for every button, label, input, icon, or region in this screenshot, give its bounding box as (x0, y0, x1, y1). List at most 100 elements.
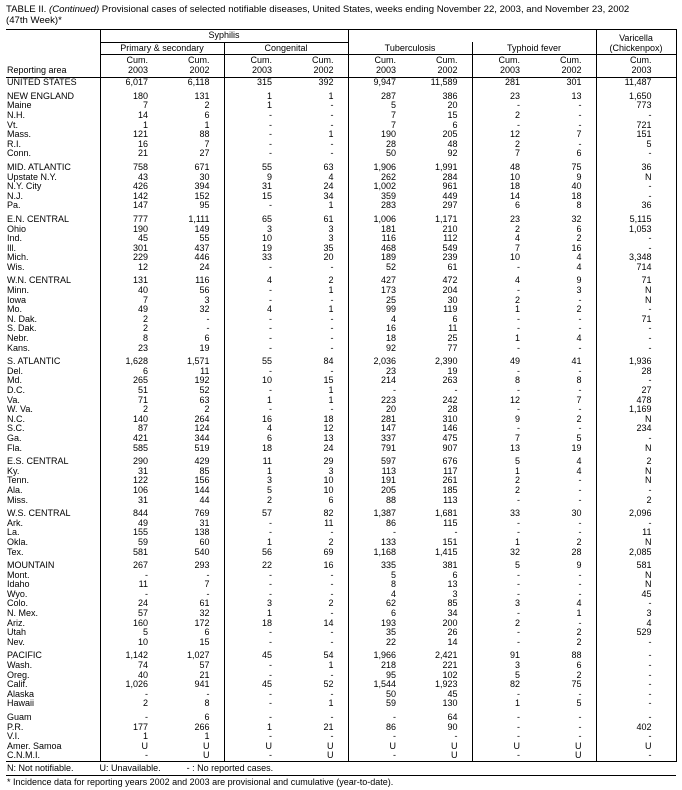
reporting-area-cell: Ill. (7, 243, 16, 253)
value-cell: 31 (199, 518, 210, 528)
value-cell: 315 (223, 77, 286, 88)
value-cell: 18 (347, 334, 411, 344)
value-cell: 144 (194, 485, 210, 495)
value-cell: 5 (347, 570, 411, 581)
value-cell: N (595, 466, 677, 477)
value-cell: 2 (595, 495, 677, 506)
value-cell: 56 (223, 547, 286, 558)
table-row: Mass. 121 88 - 1 190 205 12 7 151 (6, 130, 677, 140)
reporting-area-cell: Va. (7, 395, 20, 405)
reporting-area-cell: Utah (7, 628, 27, 638)
value-cell: U (595, 741, 677, 752)
value-cell: 75 (571, 161, 582, 172)
value-cell: 48 (471, 158, 535, 173)
value-cell: - (578, 570, 582, 580)
value-cell: 769 (194, 508, 210, 519)
value-cell: - (595, 433, 677, 444)
value-cell: 116 (347, 234, 411, 244)
value-cell: 69 (323, 547, 334, 557)
value-cell: 24 (99, 599, 162, 610)
table-row: MID. ATLANTIC 758 671 55 63 1,906 1,991 48 75 36 (6, 158, 677, 173)
value-cell: 1,923 (434, 680, 458, 690)
value-cell: 85 (447, 599, 458, 609)
value-cell: 229 (99, 253, 162, 263)
value-cell: - (578, 386, 582, 395)
value-cell: 2 (471, 139, 535, 150)
value-cell: 146 (442, 424, 458, 434)
value-cell: - (578, 120, 582, 130)
value-cell: 1,387 (347, 505, 411, 519)
value-cell: N (595, 580, 677, 590)
value-cell: 446 (194, 253, 210, 263)
value-cell: 181 (347, 224, 411, 235)
value-cell: 77 (447, 343, 458, 353)
value-cell: - (330, 405, 334, 415)
value-cell: - (595, 637, 677, 648)
column-header: Cum. 2002 (162, 54, 224, 79)
value-cell: - (330, 295, 334, 305)
value-cell: 4 (576, 599, 582, 609)
value-cell: 112 (443, 234, 458, 244)
value-cell: 758 (99, 158, 162, 173)
value-cell: 151 (595, 130, 677, 140)
value-cell: - (471, 324, 535, 335)
value-cell: 18 (471, 182, 535, 192)
table-row: Utah 5 6 - - 35 26 - 2 529 (6, 628, 677, 638)
value-cell: 63 (199, 395, 210, 405)
value-cell: 2 (576, 537, 582, 547)
value-cell: 3 (223, 599, 286, 610)
value-cell: 56 (199, 286, 210, 296)
table-row: N.C. 140 264 16 18 281 310 9 2 N (6, 414, 677, 425)
value-cell: 102 (442, 670, 458, 680)
value-cell: 1 (223, 101, 286, 111)
value-cell: 95 (347, 670, 411, 681)
typhoid-fever-header: Typhoid fever (471, 42, 597, 56)
value-cell: 9 (576, 275, 582, 286)
value-cell: 7 (471, 433, 535, 444)
value-cell: - (578, 485, 582, 495)
value-cell: - (330, 120, 334, 130)
value-cell: - (578, 101, 582, 111)
value-cell: - (223, 130, 286, 140)
value-cell: 1 (223, 722, 286, 733)
value-cell: - (471, 751, 535, 762)
value-cell: 4 (576, 253, 582, 263)
value-cell: 2 (471, 110, 535, 121)
value-cell: 11 (99, 580, 162, 590)
value-cell: 32 (199, 305, 210, 315)
value-cell: 1 (328, 201, 334, 211)
value-cell: - (347, 732, 411, 742)
value-cell: - (223, 589, 286, 600)
table-row: Idaho 11 7 - - 8 13 - - N (6, 580, 677, 590)
value-cell: 386 (442, 90, 458, 101)
reporting-area-cell: W.S. CENTRAL (7, 508, 71, 519)
value-cell: 133 (347, 537, 411, 548)
reporting-area-cell: Wash. (7, 661, 33, 671)
value-cell: - (595, 751, 677, 762)
reporting-area-cell: Iowa (7, 295, 27, 305)
value-cell: 113 (347, 466, 411, 477)
value-cell: 52 (323, 680, 334, 690)
value-cell: 310 (442, 414, 458, 424)
reporting-area-cell: Fla. (7, 443, 23, 453)
value-cell: 4 (576, 466, 582, 476)
reporting-area-cell: Nebr. (7, 334, 29, 344)
reporting-area-cell: N.Y. City (7, 182, 42, 192)
value-cell: 6 (576, 149, 582, 159)
value-cell: - (595, 732, 677, 742)
value-cell: 3 (471, 599, 535, 610)
reporting-area-cell: W.N. CENTRAL (7, 275, 72, 286)
value-cell: 1,169 (595, 405, 677, 415)
value-cell: 85 (199, 466, 210, 476)
value-cell: 1 (99, 732, 162, 742)
value-cell: 6 (328, 495, 334, 505)
value-cell: - (471, 580, 535, 590)
value-cell: 10 (323, 476, 334, 486)
value-cell: 1 (204, 732, 210, 742)
value-cell: 437 (194, 243, 210, 253)
congenital-header: Congenital (223, 42, 349, 56)
reporting-area-cell: UNITED STATES (7, 77, 77, 88)
value-cell: 5 (471, 557, 535, 571)
value-cell: 7 (576, 395, 582, 405)
value-cell: 11 (324, 518, 334, 528)
